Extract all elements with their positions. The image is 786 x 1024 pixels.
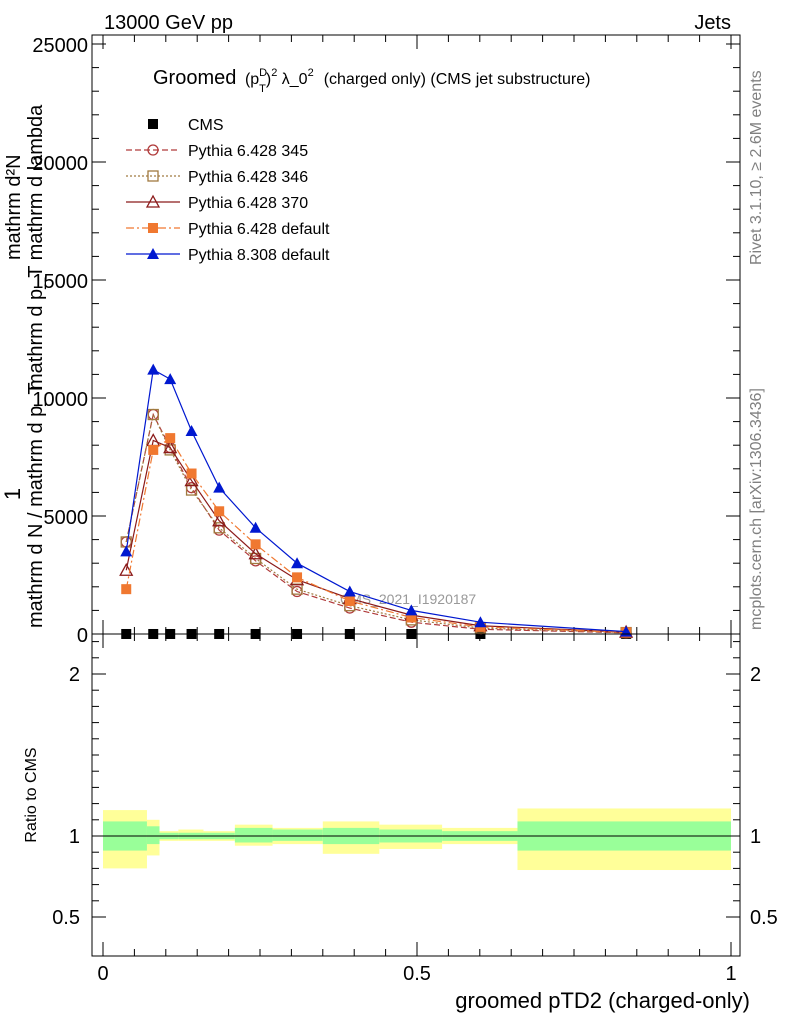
ratio-bands xyxy=(103,808,731,871)
plot-title-close: ) xyxy=(266,71,271,88)
legend-label-cms: CMS xyxy=(188,117,224,134)
data-point-pythia-6-428-default xyxy=(292,572,303,583)
y-axis-label-top2: mathrm d p_T mathrm d lambda xyxy=(25,104,47,390)
legend-label-pythia-8-308-default: Pythia 8.308 default xyxy=(188,247,330,264)
ratio-y-tick-label: 0.5 xyxy=(52,907,80,929)
ratio-stat-band xyxy=(272,829,323,841)
x-tick-label: 0.5 xyxy=(403,963,431,985)
y-tick-label: 20000 xyxy=(32,153,88,175)
x-tick-label: 1 xyxy=(725,963,736,985)
ratio-y-tick-label-right: 0.5 xyxy=(750,907,778,929)
rivet-label: Rivet 3.1.10, ≥ 2.6M events xyxy=(748,70,765,265)
ratio-y-tick-label: 1 xyxy=(69,826,80,848)
data-point-pythia-6-428-default xyxy=(214,506,225,517)
y-tick-label: 25000 xyxy=(32,35,88,57)
data-point-pythia-6-428-346 xyxy=(213,522,225,534)
y-tick-label: 0 xyxy=(77,625,88,647)
plot-title-exp: 2 xyxy=(271,67,277,79)
data-point-pythia-6-428-346 xyxy=(147,408,159,421)
y-tick-label: 5000 xyxy=(44,507,89,529)
ratio-y-label: Ratio to CMS xyxy=(23,747,40,842)
data-point-pythia-6-428-370 xyxy=(119,562,134,576)
x-axis-label: groomed pTD2 (charged-only) xyxy=(455,988,750,1013)
data-point-pythia-8-308-default xyxy=(164,373,177,385)
legend-marker-pythia-6-428-370 xyxy=(145,194,161,208)
data-point-pythia-6-428-default xyxy=(148,444,159,455)
data-point-pythia-6-428-default xyxy=(344,595,355,606)
ratio-stat-band xyxy=(146,826,160,845)
data-point-pythia-8-308-default xyxy=(213,481,226,493)
ratio-plot-frame xyxy=(91,633,741,957)
ratio-stat-band xyxy=(234,827,273,843)
y-tick-label: 10000 xyxy=(32,389,88,411)
data-point-pythia-6-428-default xyxy=(121,584,132,595)
data-point-pythia-6-428-default xyxy=(406,612,417,623)
data-point-pythia-8-308-default xyxy=(405,604,418,616)
data-point-pythia-6-428-370 xyxy=(163,440,178,454)
data-point-pythia-6-428-370 xyxy=(248,546,263,560)
main-y-axis: 0 5000 10000 15000 20000 25000 xyxy=(32,35,740,647)
header-right: Jets xyxy=(694,12,731,34)
data-point-pythia-8-308-default xyxy=(147,363,160,375)
ratio-plot: 0.5 0.51 12 2 0 0.5 1 xyxy=(52,633,778,985)
plot-title-sub-t: T xyxy=(259,83,266,95)
series-line-pythia-6-428-345 xyxy=(125,412,627,634)
data-point-pythia-8-308-default xyxy=(343,585,356,597)
ratio-y-tick-label-right: 1 xyxy=(750,826,761,848)
main-plot: 0 5000 10000 15000 20000 25000 CMS_2021_I1920… xyxy=(32,34,741,647)
data-point-pythia-8-308-default xyxy=(291,557,304,569)
ratio-x-axis: 0 0.5 1 xyxy=(97,634,737,985)
data-point-pythia-6-428-370 xyxy=(184,473,199,487)
legend-label-pythia-6-428-370: Pythia 6.428 370 xyxy=(188,195,308,212)
legend-label-pythia-6-428-default: Pythia 6.428 default xyxy=(188,221,330,238)
y-tick-label: 15000 xyxy=(32,271,88,293)
plot-title: Groomed (pD T)2 λ_02 (charged only) (CMS j… xyxy=(153,67,590,95)
legend-marker-pythia-6-428-345 xyxy=(147,144,159,156)
plot-title-sup-d: D xyxy=(259,67,267,79)
header-left: 13000 GeV pp xyxy=(104,12,233,34)
data-point-pythia-6-428-370 xyxy=(212,513,227,527)
plot-title-suffix: (charged only) (CMS jet substructure) xyxy=(324,71,591,88)
series-line-pythia-6-428-370 xyxy=(125,439,627,633)
data-point-pythia-8-308-default xyxy=(185,425,198,437)
plot-title-lambda: λ_0 xyxy=(277,71,307,88)
data-point-pythia-8-308-default xyxy=(474,616,487,628)
y-axis-label-one: 1 xyxy=(0,488,25,500)
legend-marker-pythia-6-428-default xyxy=(148,223,158,233)
x-tick-label: 0 xyxy=(97,963,108,985)
legend-marker-pythia-8-308-default xyxy=(147,248,159,259)
data-point-pythia-6-428-default xyxy=(165,433,176,444)
data-point-pythia-6-428-default xyxy=(250,539,261,550)
data-point-pythia-8-308-default xyxy=(249,521,262,533)
legend-marker-pythia-6-428-346 xyxy=(147,170,159,182)
plot-title-ptd: (p xyxy=(245,71,259,88)
ratio-y-tick-label-right: 2 xyxy=(750,664,761,686)
watermark: CMS_2021_I1920187 xyxy=(340,591,476,607)
data-point-pythia-8-308-default xyxy=(120,545,133,557)
plot-title-prefix: Groomed xyxy=(153,67,236,89)
plot-title-exp2: 2 xyxy=(308,67,314,79)
legend: CMS Pythia 6.428 345 Pythia 6.428 346 Pythi… xyxy=(126,117,330,264)
y-axis-label-top: mathrm d²N xyxy=(3,154,25,260)
mcplots-label: mcplots.cern.ch [arXiv:1306.3436] xyxy=(748,388,765,630)
data-point-pythia-6-428-default xyxy=(186,468,197,479)
y-axis-label-bottom: mathrm d N / mathrm d p_T xyxy=(25,382,47,628)
legend-label-pythia-6-428-346: Pythia 6.428 346 xyxy=(188,169,308,186)
legend-label-pythia-6-428-345: Pythia 6.428 345 xyxy=(188,143,308,160)
legend-marker-cms xyxy=(148,119,158,129)
ratio-y-axis: 0.5 0.5 1 1 2 2 xyxy=(52,641,778,929)
ratio-y-tick-label: 2 xyxy=(69,664,80,686)
